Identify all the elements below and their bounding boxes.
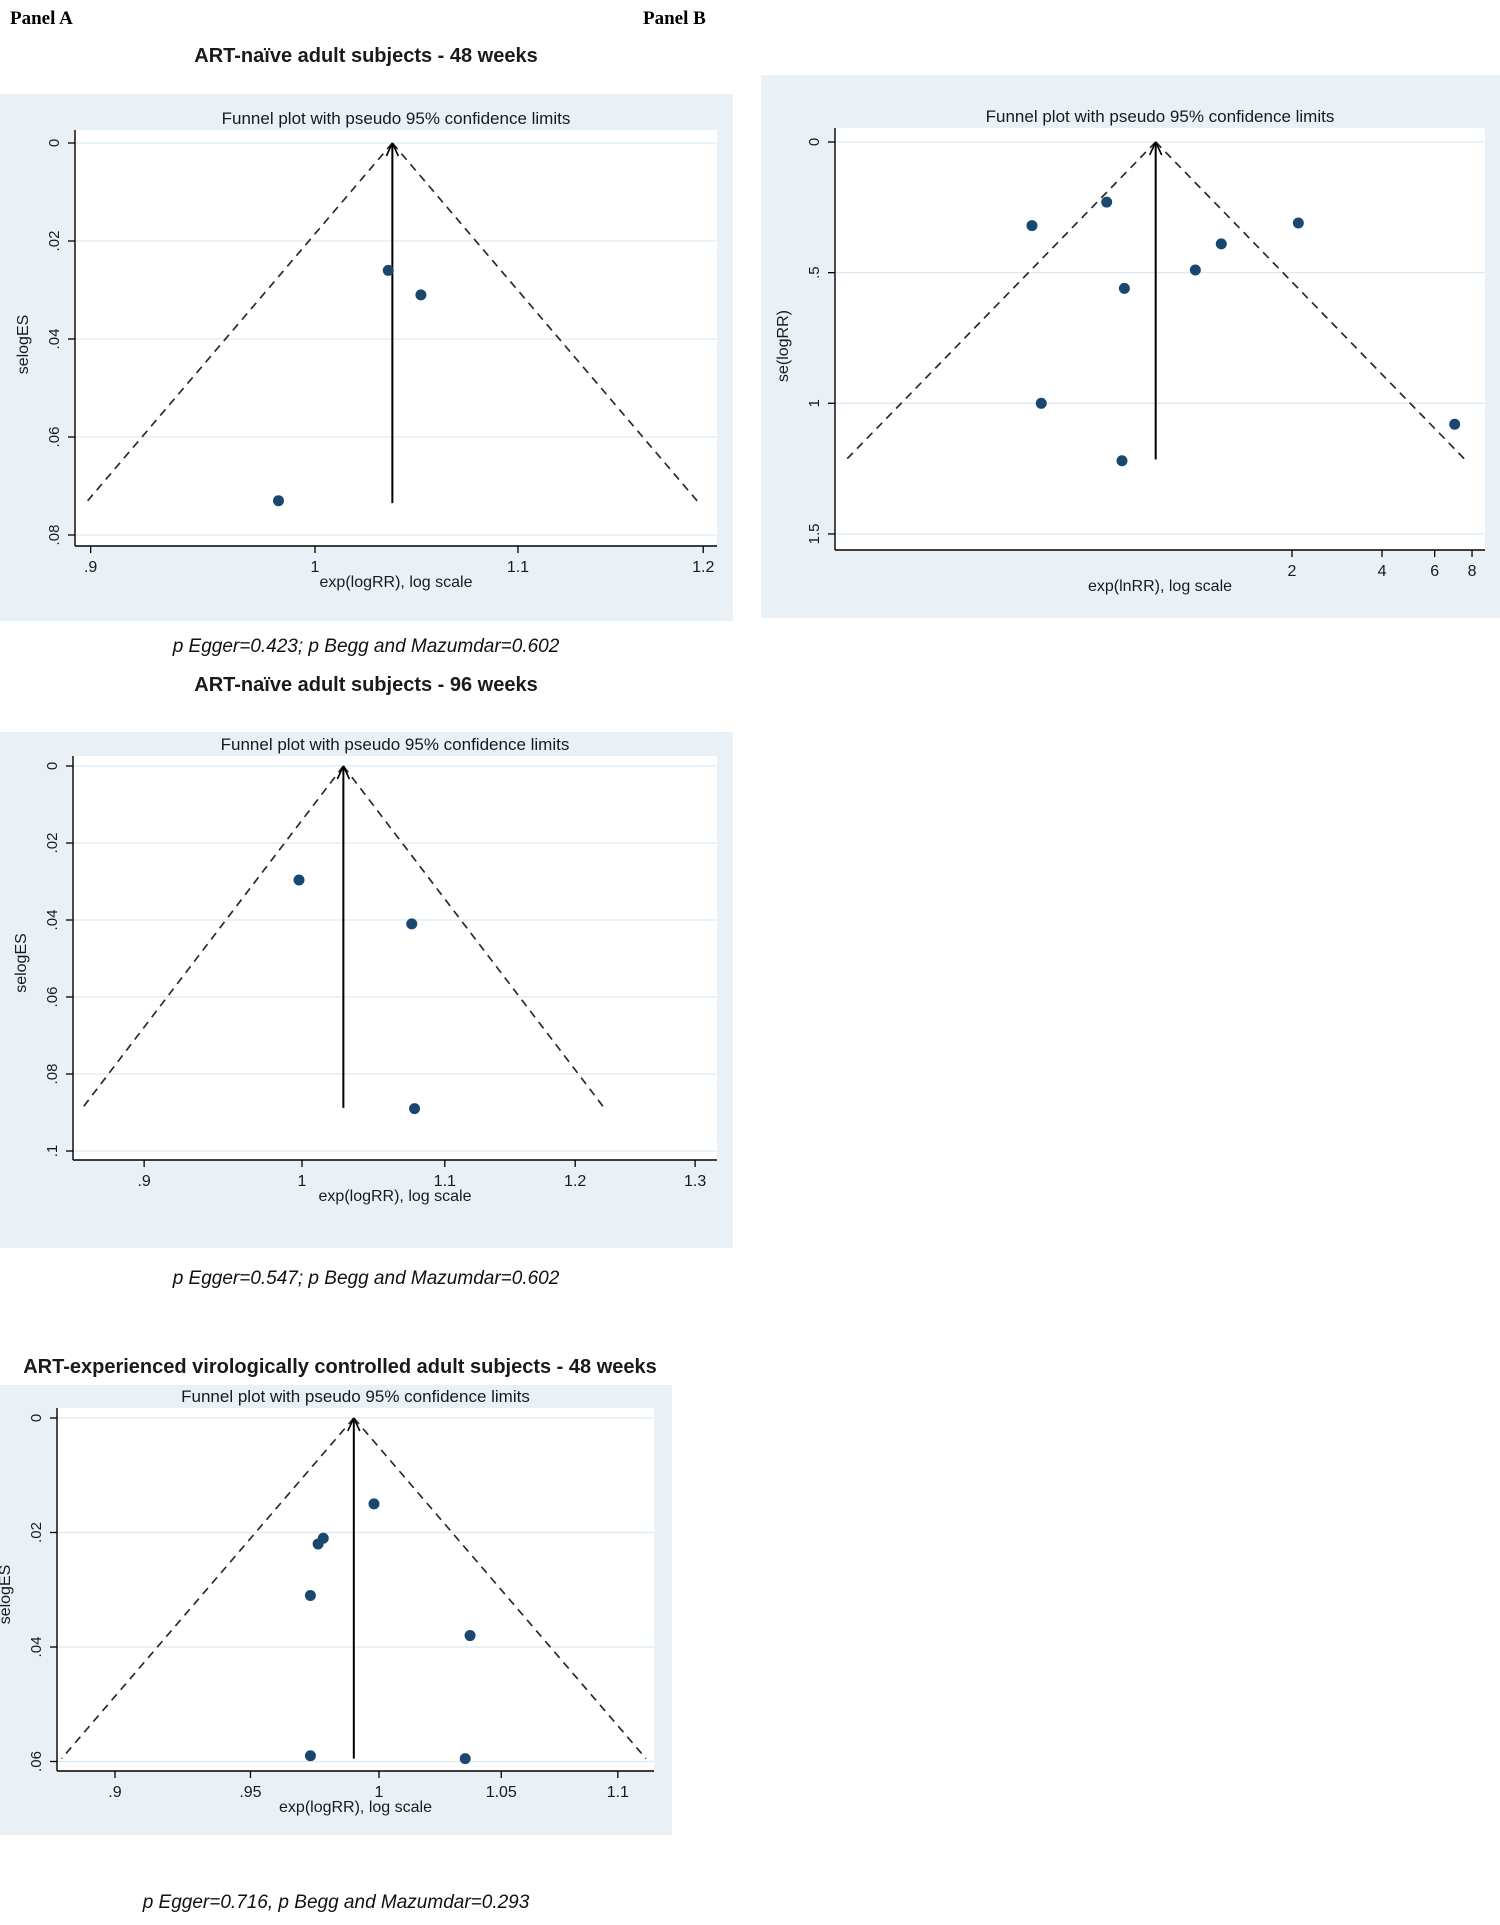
caption-art-experienced-48w: p Egger=0.716, p Begg and Mazumdar=0.293 [142, 1892, 530, 1913]
svg-text:.06: .06 [46, 427, 63, 448]
svg-text:.04: .04 [46, 329, 63, 350]
svg-text:1.5: 1.5 [806, 524, 823, 545]
funnel-plot-panel-b: 0 .5 1 1.5 2 4 6 8 Funnel plot with pseudo 95% c… [761, 75, 1500, 618]
panel-b-label: Panel B [643, 8, 706, 29]
funnel-plot-art-experienced-48w: 0 .02 .04 .06 .9 .95 1 1.05 1.1 Funnel plot with … [0, 1385, 672, 1835]
svg-text:Funnel plot with pseudo 95% co: Funnel plot with pseudo 95% confidence l… [222, 109, 571, 128]
svg-text:0: 0 [806, 138, 823, 146]
caption-art-naive-96w: p Egger=0.547; p Begg and Mazumdar=0.602 [172, 1268, 560, 1289]
svg-text:1: 1 [311, 559, 320, 576]
funnel-plot-art-naive-48w: 0 .02 .04 .06 .08 .9 1 1.1 1.2 Funnel plot with p… [0, 94, 733, 621]
svg-text:.9: .9 [84, 559, 97, 576]
svg-text:exp(lnRR), log scale: exp(lnRR), log scale [1088, 578, 1232, 595]
svg-text:.9: .9 [108, 1784, 121, 1801]
svg-text:Funnel plot with pseudo 95% co: Funnel plot with pseudo 95% confidence l… [181, 1387, 530, 1406]
svg-text:se(logRR): se(logRR) [775, 310, 792, 382]
section-title-art-experienced-48w: ART-experienced virologically controlled… [23, 1356, 657, 1378]
svg-text:1: 1 [806, 399, 823, 407]
svg-text:8: 8 [1468, 563, 1477, 580]
svg-text:.04: .04 [28, 1637, 45, 1658]
panel-a-label: Panel A [10, 8, 73, 29]
svg-text:exp(logRR), log scale: exp(logRR), log scale [320, 574, 473, 591]
svg-text:1: 1 [375, 1784, 384, 1801]
svg-text:exp(logRR), log scale: exp(logRR), log scale [279, 1799, 432, 1816]
svg-text:.08: .08 [44, 1064, 61, 1085]
svg-text:1.1: 1.1 [607, 1784, 629, 1801]
svg-text:Funnel plot with pseudo 95% co: Funnel plot with pseudo 95% confidence l… [221, 735, 570, 754]
caption-art-naive-48w: p Egger=0.423; p Begg and Mazumdar=0.602 [172, 636, 560, 657]
svg-text:.02: .02 [28, 1522, 45, 1543]
svg-text:.5: .5 [806, 266, 823, 279]
section-title-art-naive-48w: ART-naïve adult subjects - 48 weeks [194, 45, 538, 67]
svg-text:.06: .06 [44, 987, 61, 1008]
svg-text:.04: .04 [44, 910, 61, 931]
svg-text:1.2: 1.2 [692, 559, 714, 576]
svg-text:.9: .9 [137, 1173, 150, 1190]
svg-text:.1: .1 [44, 1145, 61, 1158]
svg-text:.02: .02 [44, 833, 61, 854]
svg-text:0: 0 [28, 1414, 45, 1422]
svg-text:Funnel plot with pseudo 95% co: Funnel plot with pseudo 95% confidence l… [986, 107, 1335, 126]
svg-text:0: 0 [46, 139, 63, 147]
svg-text:1: 1 [298, 1173, 307, 1190]
svg-text:2: 2 [1288, 563, 1297, 580]
svg-text:selogES: selogES [13, 933, 30, 993]
section-title-art-naive-96w: ART-naïve adult subjects - 96 weeks [194, 674, 538, 696]
svg-text:1.1: 1.1 [507, 559, 529, 576]
svg-text:selogES: selogES [15, 315, 32, 375]
svg-text:.95: .95 [239, 1784, 261, 1801]
svg-text:.06: .06 [28, 1751, 45, 1772]
svg-text:.02: .02 [46, 231, 63, 252]
svg-text:exp(logRR), log scale: exp(logRR), log scale [319, 1188, 472, 1205]
svg-text:0: 0 [44, 762, 61, 770]
svg-text:1.05: 1.05 [486, 1784, 517, 1801]
svg-text:4: 4 [1378, 563, 1387, 580]
svg-text:1.2: 1.2 [564, 1173, 586, 1190]
svg-text:6: 6 [1430, 563, 1439, 580]
funnel-plot-art-naive-96w: 0 .02 .04 .06 .08 .1 .9 1 1.1 1.2 1.3 Funnel plot w… [0, 732, 733, 1248]
svg-text:1.3: 1.3 [684, 1173, 706, 1190]
svg-text:1.1: 1.1 [434, 1173, 456, 1190]
svg-text:selogES: selogES [0, 1565, 14, 1625]
svg-text:.08: .08 [46, 525, 63, 546]
